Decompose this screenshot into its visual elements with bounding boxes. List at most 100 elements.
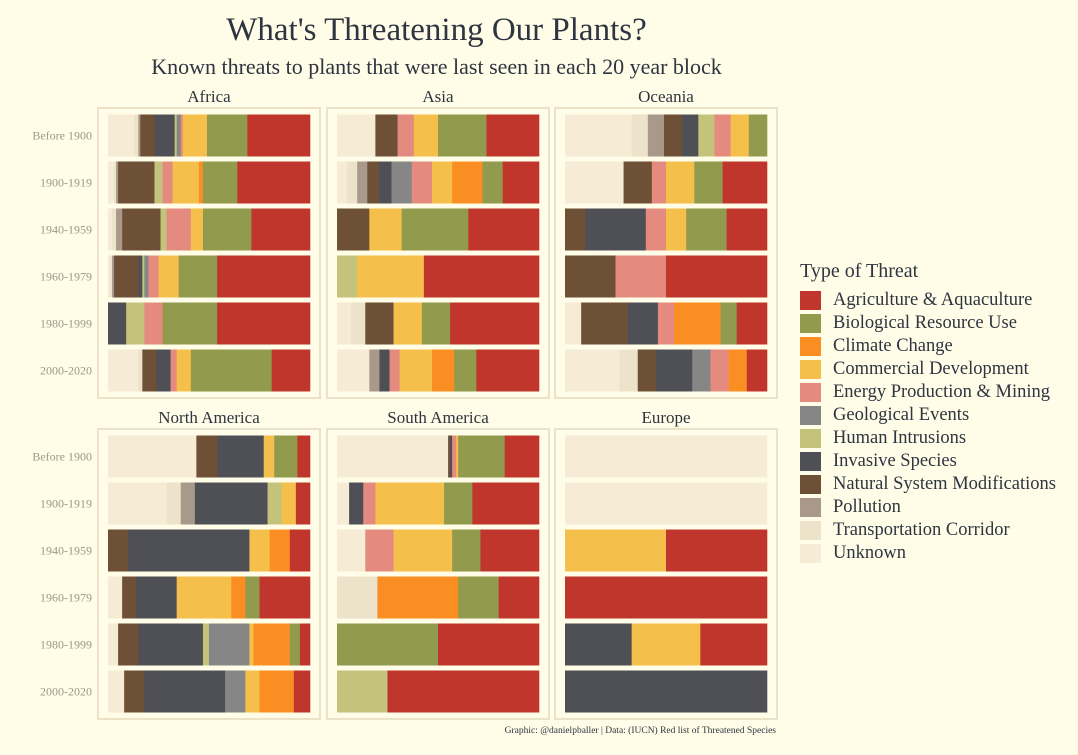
legend-label: Commercial Development [833, 359, 1029, 379]
bar-segment [108, 670, 125, 713]
bar-segment [637, 349, 657, 392]
bar-segment [289, 529, 311, 572]
bar-segment [377, 576, 459, 619]
bar-segment [710, 349, 729, 392]
bar-segment [108, 161, 115, 204]
y-tick-label: 1980-1999 [40, 317, 92, 331]
legend-item: Energy Production & Mining [800, 381, 1056, 404]
bar-segment [337, 161, 348, 204]
bar-segment [728, 349, 748, 392]
bar-segment [202, 161, 238, 204]
bar-segment [295, 482, 311, 525]
bar-segment [565, 435, 768, 478]
caption: Graphic: @danielpballer | Data: (IUCN) R… [504, 726, 776, 736]
panel-title: North America [158, 408, 260, 427]
bar-segment [190, 208, 204, 251]
chart-title: What's Threatening Our Plants? [226, 12, 647, 48]
bar-segment [585, 208, 647, 251]
bar-segment [110, 255, 113, 298]
bar-segment [736, 302, 768, 345]
bar-segment [259, 576, 311, 619]
bar-segment [156, 349, 171, 392]
bar-segment [337, 114, 376, 157]
bar-segment [726, 208, 768, 251]
bar-segment [128, 529, 250, 572]
bar-segment [269, 529, 291, 572]
bar-segment [249, 623, 254, 666]
bar-segment [253, 623, 291, 666]
panel-title: Asia [422, 87, 454, 106]
bar-segment [245, 576, 260, 619]
bar-segment [349, 482, 364, 525]
bar-segment [174, 114, 177, 157]
bar-segment [666, 255, 768, 298]
bar-segment [423, 255, 540, 298]
bar-segment [456, 435, 459, 478]
bar-segment [413, 114, 439, 157]
bar-segment [365, 302, 394, 345]
y-tick-label: 1980-1999 [40, 638, 92, 652]
bar-segment [194, 482, 268, 525]
bar-segment [263, 435, 275, 478]
legend-swatch [800, 406, 821, 425]
bar-segment [247, 114, 311, 157]
legend-label: Transportation Corridor [833, 520, 1010, 540]
bar-segment [190, 349, 272, 392]
bar-segment [452, 529, 481, 572]
legend-item: Natural System Modifications [800, 473, 1056, 496]
legend-item: Commercial Development [800, 358, 1056, 381]
legend-label: Pollution [833, 497, 901, 517]
legend-swatch [800, 429, 821, 448]
bar-segment [114, 255, 139, 298]
legend-label: Climate Change [833, 336, 953, 356]
bar-segment [482, 161, 503, 204]
bar-segment [363, 482, 376, 525]
bar-segment [267, 482, 283, 525]
bar-segment [565, 529, 667, 572]
bar-segment [118, 161, 155, 204]
bar-segment [694, 161, 723, 204]
bar-segment [663, 114, 683, 157]
bar-segment [148, 255, 159, 298]
panel-title: Africa [187, 87, 231, 106]
panel-frame [97, 428, 321, 720]
bar-segment [116, 161, 119, 204]
bar-segment [251, 208, 311, 251]
bar-segment [337, 208, 370, 251]
bar-segment [655, 349, 693, 392]
panel-frame [326, 107, 550, 399]
bar-segment [399, 349, 433, 392]
bar-segment [134, 114, 139, 157]
bar-segment [281, 482, 297, 525]
panel-title: South America [387, 408, 489, 427]
bar-segment [136, 576, 177, 619]
bar-segment [122, 576, 137, 619]
bar-segment [369, 349, 380, 392]
y-tick-label: Before 1900 [32, 450, 92, 464]
panel-title: Europe [641, 408, 690, 427]
bar-segment [337, 670, 388, 713]
bar-segment [698, 114, 715, 157]
bar-segment [347, 161, 358, 204]
bar-segment [138, 114, 141, 157]
bar-segment [367, 161, 380, 204]
bar-segment [142, 349, 157, 392]
bar-segment [730, 114, 750, 157]
bar-segment [351, 302, 366, 345]
legend-label: Biological Resource Use [833, 313, 1017, 333]
legend-label: Invasive Species [833, 451, 957, 471]
bar-segment [565, 349, 620, 392]
panel-frame [326, 428, 550, 720]
legend-swatch [800, 360, 821, 379]
y-tick-label: 1940-1959 [40, 544, 92, 558]
bar-segment [162, 161, 173, 204]
bar-segment [452, 435, 457, 478]
bar-segment [337, 255, 358, 298]
legend-title: Type of Threat [800, 260, 919, 282]
legend-swatch [800, 498, 821, 517]
bar-segment [565, 302, 582, 345]
y-tick-label: 1900-1919 [40, 497, 92, 511]
bar-segment [245, 670, 260, 713]
bar-segment [431, 349, 455, 392]
bar-segment [468, 208, 540, 251]
